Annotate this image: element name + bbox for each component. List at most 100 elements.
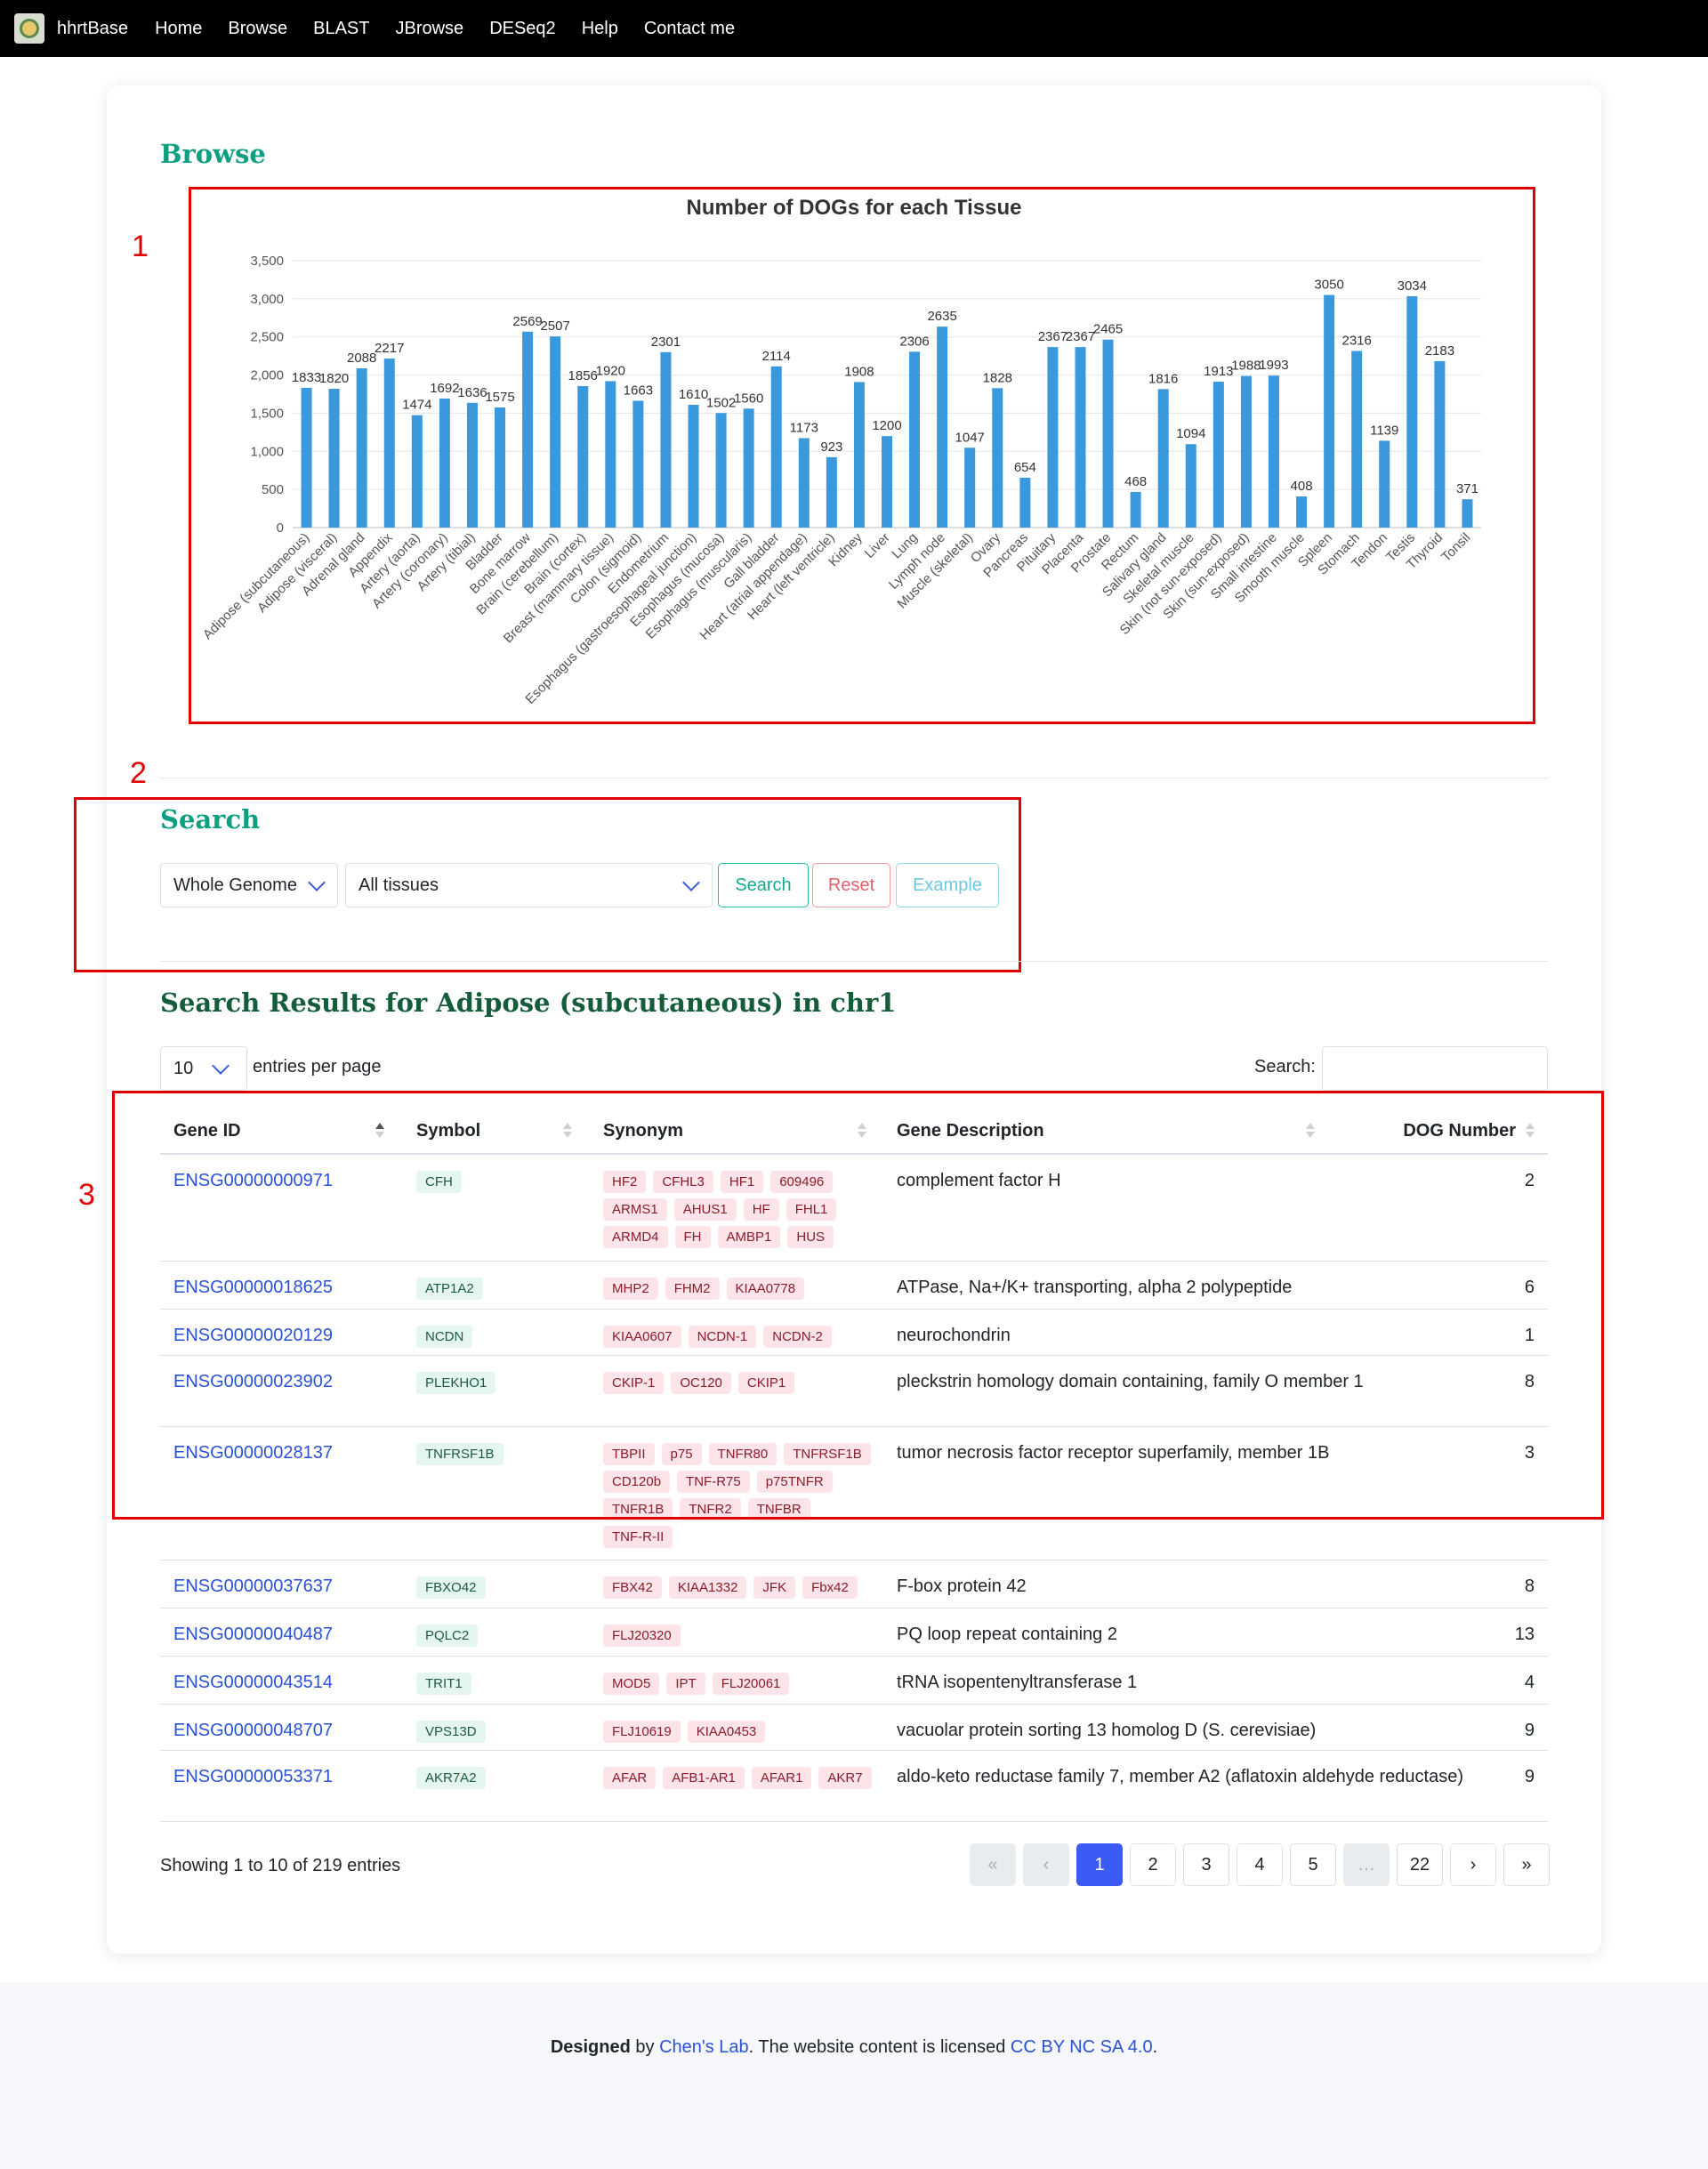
page-ellipsis: … [1343,1843,1390,1886]
chart-bar[interactable] [660,351,672,528]
chart-bar[interactable] [826,456,837,528]
nav-contact[interactable]: Contact me [643,18,736,38]
search-button[interactable]: Search [718,863,809,907]
chart-bar[interactable] [1406,295,1418,528]
chart-bar[interactable] [550,336,561,528]
chart-bar[interactable] [743,408,754,528]
example-button[interactable]: Example [896,863,999,907]
chart-bar[interactable] [328,389,340,528]
gene-id-link[interactable]: ENSG00000053371 [173,1767,334,1786]
page-5-button[interactable]: 5 [1290,1843,1336,1886]
page-4-button[interactable]: 4 [1237,1843,1283,1886]
nav-jbrowse[interactable]: JBrowse [395,18,464,38]
page-last-button[interactable]: » [1503,1843,1550,1886]
chart-bar[interactable] [798,438,810,528]
scope-select[interactable]: Whole Genome [160,863,338,907]
chart-bar[interactable] [383,358,395,528]
chart-bar[interactable] [356,368,367,528]
chart-bar[interactable] [495,407,506,528]
chart-bar[interactable] [577,385,589,528]
chart-bar[interactable] [853,382,865,528]
chart-bar[interactable] [964,448,976,528]
col-gene-id[interactable]: Gene ID [173,1121,241,1141]
reset-button[interactable]: Reset [812,863,890,907]
table-search-input[interactable] [1322,1046,1548,1091]
table-row: ENSG00000048707 VPS13D FLJ10619 KIAA0453 vac… [160,1705,1548,1751]
page-22-button[interactable]: 22 [1397,1843,1443,1886]
gene-id-link[interactable]: ENSG00000037637 [173,1576,334,1596]
nav-help[interactable]: Help [581,18,618,38]
chart-bar[interactable] [1296,496,1308,528]
chart-bar[interactable] [937,327,948,528]
table-row: ENSG00000053371 AKR7A2 AFAR AFB1-AR1 AFAR1 AK… [160,1751,1548,1822]
gene-id-link[interactable]: ENSG00000043514 [173,1673,334,1692]
synonym-badge: KIAA0453 [687,1721,766,1743]
gene-id-link[interactable]: ENSG00000020129 [173,1326,334,1345]
col-symbol[interactable]: Symbol [416,1121,481,1141]
data-label: 1820 [319,371,349,386]
col-dog-number[interactable]: DOG Number [1403,1121,1516,1141]
chart-bar[interactable] [1379,440,1390,528]
data-label: 1988 [1231,359,1261,374]
chart-bar[interactable] [632,400,644,528]
chart-bar[interactable] [1268,375,1279,528]
logo-icon[interactable] [14,13,44,44]
chart-bar[interactable] [522,331,534,528]
page-length-select[interactable]: 10 [160,1046,247,1091]
nav-blast[interactable]: BLAST [313,18,370,38]
chart-bar[interactable] [688,405,699,528]
nav-home[interactable]: Home [155,18,203,38]
chart-bar[interactable] [301,387,312,528]
sort-icon[interactable] [563,1123,572,1139]
chart-bar[interactable] [1102,339,1114,528]
page-3-button[interactable]: 3 [1183,1843,1229,1886]
page-1-button[interactable]: 1 [1076,1843,1123,1886]
chart-bar[interactable] [1324,294,1335,528]
brand-link[interactable]: hhrtBase [57,18,129,38]
col-synonym[interactable]: Synonym [603,1121,684,1141]
footer [0,1982,1708,2169]
chart-bar[interactable] [1130,491,1141,528]
sort-icon[interactable] [858,1123,866,1139]
data-label: 1173 [790,420,818,435]
nav-browse[interactable]: Browse [228,18,288,38]
chart-bar[interactable] [1185,444,1196,528]
col-gene-description[interactable]: Gene Description [897,1121,1044,1141]
chart-bar[interactable] [1351,351,1363,528]
gene-id-link[interactable]: ENSG00000048707 [173,1721,334,1740]
chart-bar[interactable] [1019,477,1031,528]
chart-bar[interactable] [1075,347,1086,528]
page-2-button[interactable]: 2 [1130,1843,1176,1886]
chart-bar[interactable] [466,402,478,528]
gene-id-link[interactable]: ENSG00000018625 [173,1278,334,1297]
footer-lab-link[interactable]: Chen's Lab [659,2037,749,2057]
chart-bar[interactable] [909,351,921,528]
chart-bar[interactable] [1240,375,1252,528]
chart-bar[interactable] [411,415,423,528]
chart-bar[interactable] [882,436,892,528]
gene-id-link[interactable]: ENSG00000028137 [173,1443,334,1463]
chart-bar[interactable] [439,398,450,528]
sort-icon[interactable] [1526,1123,1535,1139]
chart-bar[interactable] [715,413,727,528]
symbol-badge: TNFRSF1B [416,1443,504,1465]
tissue-select[interactable]: All tissues [345,863,713,907]
nav-deseq2[interactable]: DESeq2 [489,18,556,38]
chart-bar[interactable] [992,388,1003,528]
gene-id-link[interactable]: ENSG00000000971 [173,1171,334,1190]
chart-bar[interactable] [1157,389,1169,528]
gene-id-link[interactable]: ENSG00000023902 [173,1372,334,1391]
gene-id-link[interactable]: ENSG00000040487 [173,1625,334,1644]
footer-license-link[interactable]: CC BY NC SA 4.0 [1010,2037,1153,2057]
chart-bar[interactable] [605,381,616,528]
footer-designed: Designed [550,2037,631,2057]
table-row: ENSG00000040487 PQLC2 FLJ20320 PQ loop repe… [160,1609,1548,1657]
chart-bar[interactable] [1434,360,1446,528]
sort-asc-icon[interactable] [375,1123,384,1139]
chart-bar[interactable] [1047,347,1059,528]
chart-bar[interactable] [770,366,782,528]
chart-bar[interactable] [1462,499,1473,528]
page-next-button[interactable]: › [1450,1843,1496,1886]
sort-icon[interactable] [1306,1123,1315,1139]
chart-bar[interactable] [1213,382,1224,528]
